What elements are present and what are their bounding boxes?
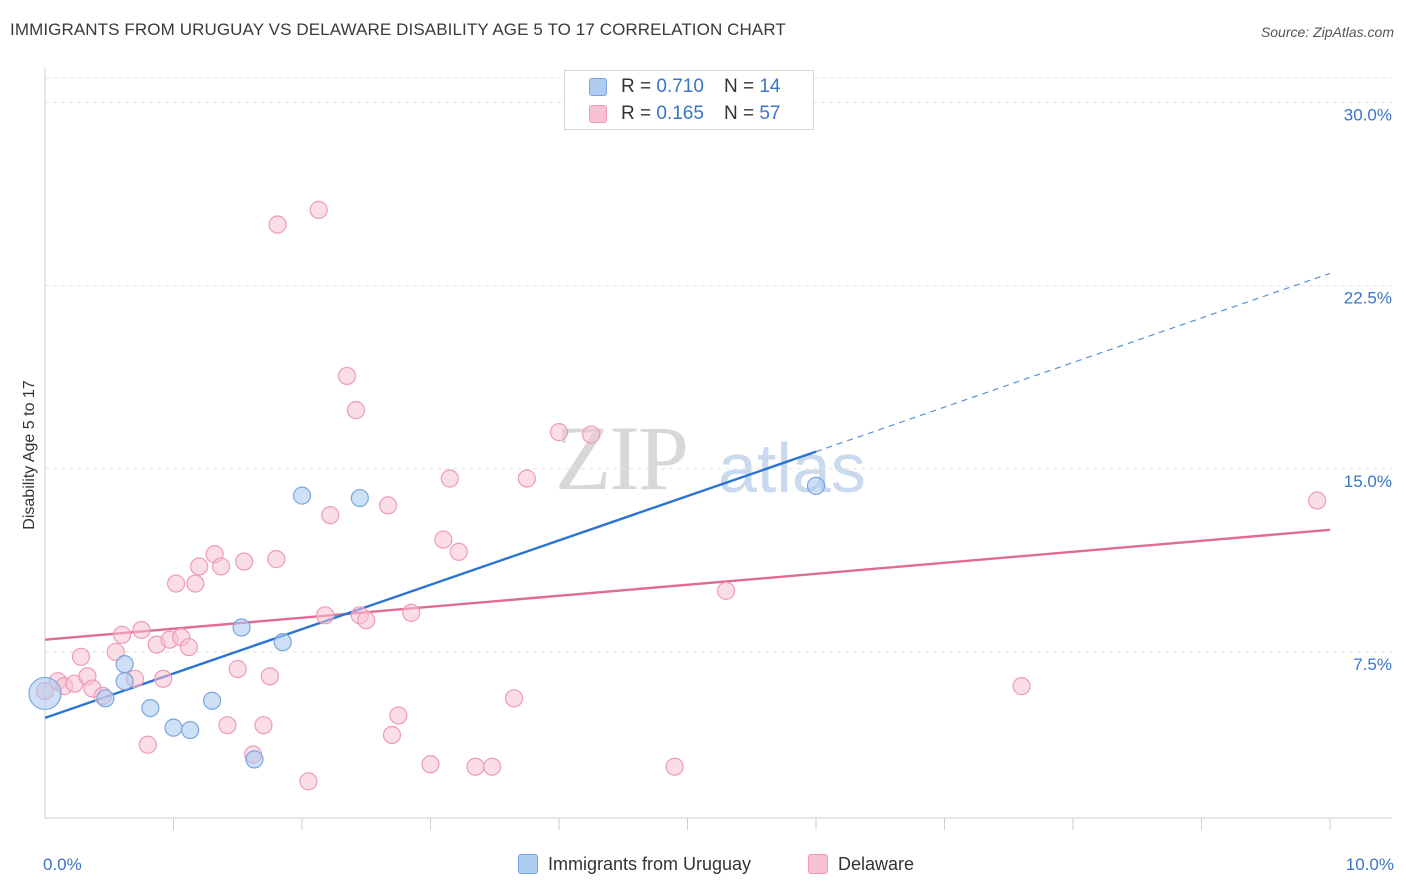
y-tick-label: 30.0% — [1344, 105, 1392, 124]
watermark-atlas: atlas — [718, 429, 866, 507]
point-uruguay — [141, 698, 160, 718]
point-delaware — [665, 757, 684, 776]
y-tick-label: 15.0% — [1344, 472, 1392, 491]
tick-labels: 7.5% 15.0% 22.5% 30.0% 0.0% 10.0% — [43, 105, 1394, 874]
axes — [44, 68, 1392, 830]
point-uruguay — [164, 718, 183, 737]
legend-row-delaware: R = 0.165 N = 57 — [589, 102, 780, 126]
point-delaware — [211, 557, 231, 576]
bottom-legend-uruguay: Immigrants from Uruguay — [518, 852, 751, 876]
point-delaware — [434, 530, 453, 549]
point-delaware — [260, 667, 279, 686]
legend-swatch-delaware — [589, 105, 607, 123]
legend-r-value: 0.165 — [656, 103, 704, 124]
point-delaware — [235, 552, 254, 571]
y-tick-label: 22.5% — [1344, 289, 1392, 308]
point-delaware — [382, 725, 402, 745]
point-uruguay — [115, 655, 134, 674]
point-delaware — [402, 603, 421, 622]
point-uruguay — [232, 618, 251, 637]
bottom-legend-swatch-uruguay — [518, 854, 538, 874]
bottom-legend-swatch-delaware — [808, 854, 828, 874]
point-delaware — [138, 735, 157, 754]
point-uruguay — [96, 689, 115, 708]
y-tick-label: 7.5% — [1353, 655, 1392, 674]
legend-row-uruguay: R = 0.710 N = 14 — [589, 75, 780, 99]
point-delaware — [549, 423, 569, 442]
point-delaware — [218, 716, 237, 735]
point-delaware — [466, 757, 485, 776]
bottom-legend-label-delaware: Delaware — [838, 853, 915, 874]
point-uruguay — [202, 691, 222, 710]
x-tick-label: 10.0% — [1346, 855, 1394, 874]
point-uruguay — [350, 488, 369, 508]
trend-lines — [44, 272, 1331, 720]
point-delaware — [112, 625, 132, 644]
legend-n-label: N = — [723, 103, 755, 124]
point-delaware — [106, 642, 125, 662]
point-delaware — [268, 215, 287, 234]
legend-n-label: N = — [723, 76, 755, 97]
legend-r-value: 0.710 — [656, 76, 704, 97]
point-delaware — [321, 506, 340, 525]
point-delaware — [254, 716, 273, 735]
legend-swatch-uruguay — [589, 78, 607, 96]
point-delaware — [517, 469, 536, 488]
point-delaware — [716, 581, 736, 600]
point-delaware — [154, 669, 173, 688]
trend-line-uruguay — [44, 450, 817, 720]
legend-r-label: R = — [621, 76, 652, 97]
point-delaware — [346, 401, 366, 420]
point-uruguay — [245, 750, 264, 769]
point-delaware — [582, 425, 601, 444]
point-delaware — [1012, 677, 1031, 696]
point-uruguay — [181, 720, 200, 740]
point-delaware — [389, 706, 408, 725]
point-uruguay — [115, 672, 134, 691]
point-delaware — [299, 772, 318, 791]
correlation-legend: R = 0.710 N = 14 R = 0.165 N = 57 — [564, 70, 814, 130]
point-delaware — [483, 757, 502, 776]
point-delaware — [228, 659, 247, 679]
point-delaware — [190, 557, 209, 576]
point-delaware — [179, 637, 199, 657]
watermark-zip: ZIP — [555, 407, 689, 509]
point-delaware — [132, 620, 151, 640]
point-delaware — [166, 574, 186, 593]
point-delaware — [186, 574, 205, 593]
trend-line-uruguay-extension — [815, 272, 1331, 453]
point-delaware — [267, 550, 286, 569]
point-delaware — [337, 366, 357, 386]
point-delaware — [1308, 491, 1327, 510]
bottom-legend-delaware: Delaware — [808, 852, 914, 876]
legend-n-value: 14 — [759, 76, 781, 97]
chart-title: IMMIGRANTS FROM URUGUAY VS DELAWARE DISA… — [10, 20, 786, 39]
bottom-legend-label-uruguay: Immigrants from Uruguay — [548, 853, 752, 874]
trend-line-delaware — [44, 528, 1331, 641]
point-uruguay — [273, 633, 292, 652]
point-delaware — [71, 647, 91, 666]
point-delaware — [504, 689, 524, 708]
point-uruguay — [806, 476, 826, 495]
legend-r-label: R = — [621, 103, 652, 124]
point-delaware — [316, 606, 335, 625]
source-label: Source: ZipAtlas.com — [1260, 24, 1394, 40]
point-delaware — [357, 611, 376, 630]
point-delaware — [449, 542, 468, 561]
point-delaware — [440, 469, 459, 488]
x-tick-label: 0.0% — [43, 855, 82, 874]
point-delaware — [421, 755, 440, 774]
legend-n-value: 57 — [759, 103, 781, 124]
point-uruguay — [28, 676, 62, 711]
point-delaware — [309, 200, 328, 219]
point-uruguay — [292, 486, 312, 505]
data-points — [28, 200, 1327, 791]
point-delaware — [378, 496, 398, 515]
